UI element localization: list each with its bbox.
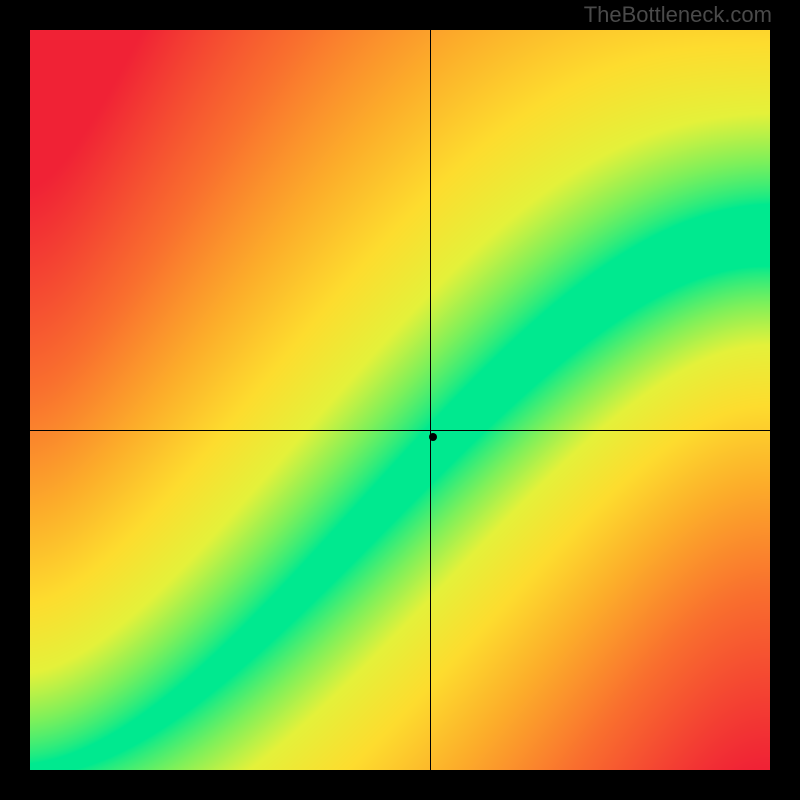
crosshair-horizontal [30, 430, 770, 431]
crosshair-vertical [430, 30, 431, 770]
plot-area [30, 30, 770, 770]
marker-dot [429, 433, 437, 441]
chart-container: TheBottleneck.com [0, 0, 800, 800]
heatmap-canvas [30, 30, 770, 770]
watermark-text: TheBottleneck.com [584, 2, 772, 28]
